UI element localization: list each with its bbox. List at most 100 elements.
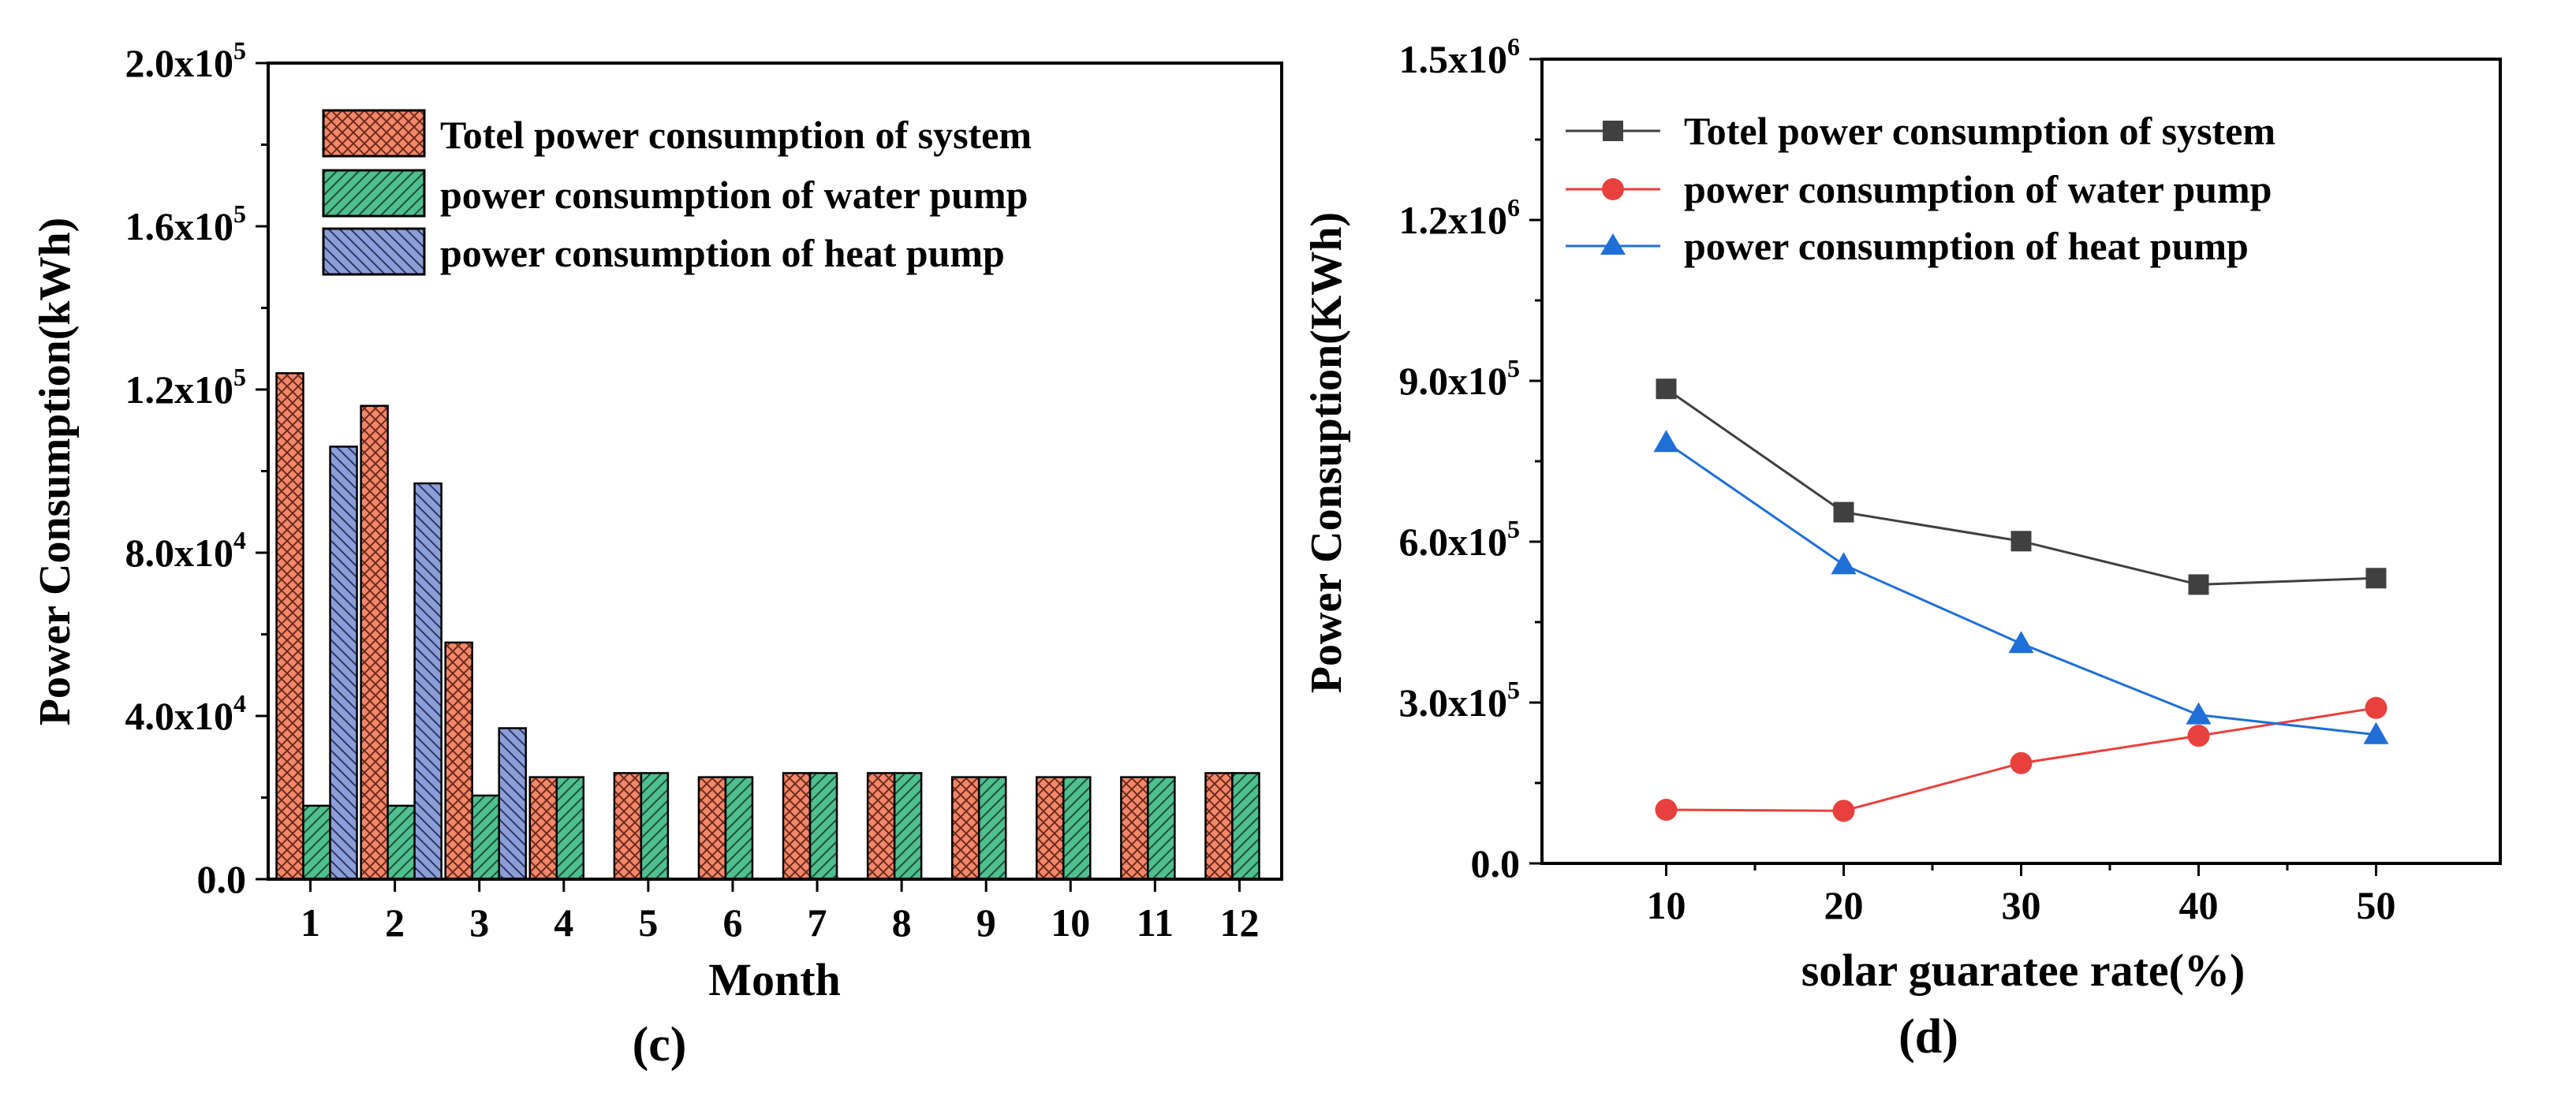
x-tick-label: 4 — [554, 900, 573, 945]
bar-system-month-1 — [275, 372, 304, 881]
y-tick-label: 4.0x104 — [125, 689, 247, 738]
bar-water-pump-month-6 — [724, 776, 754, 881]
bar-heat-pump-month-2 — [413, 482, 442, 881]
y-tick-label: 0.0 — [1471, 841, 1521, 885]
legend-label-system: Totel power consumption of system — [440, 113, 1032, 157]
legend-marker-system — [1603, 121, 1623, 141]
x-tick-label: 3 — [469, 900, 489, 945]
legend-swatch-heat-pump — [322, 227, 426, 276]
bar-system-month-11 — [1120, 776, 1149, 881]
bar-system-month-6 — [697, 776, 727, 881]
x-tick-label: 7 — [808, 900, 827, 945]
x-tick-label: 50 — [2357, 883, 2396, 927]
x-tick-label: 5 — [638, 900, 658, 945]
point-water-pump-x-10 — [1655, 799, 1678, 821]
point-system-x-40 — [2188, 574, 2209, 595]
bar-water-pump-month-3 — [471, 794, 500, 881]
point-heat-pump-x-40 — [2186, 702, 2212, 725]
y-tick-label: 6.0x105 — [1399, 515, 1521, 564]
x-tick-label: 40 — [2179, 883, 2219, 927]
bar-system-month-3 — [444, 641, 473, 881]
bar-chart-x-axis: 1 2 3 4 5 6 7 8 9 10 11 12 — [301, 879, 1259, 945]
legend-label-water-pump: power consumption of water pump — [1684, 167, 2272, 211]
x-tick-label: 1 — [301, 900, 320, 945]
point-heat-pump-x-30 — [2008, 631, 2034, 654]
point-water-pump-x-30 — [2010, 751, 2033, 774]
bar-chart-panel: 1 2 3 4 5 6 7 8 9 10 11 12 0.04.0x1048.0x1041.2x105… — [31, 36, 1283, 1072]
point-heat-pump-x-10 — [1653, 430, 1679, 453]
legend-swatch-water-pump — [322, 169, 426, 218]
y-tick-label: 8.0x104 — [125, 526, 247, 575]
line-chart-y-axis-title: Power Consuption(KWh) — [1302, 212, 1351, 693]
bar-water-pump-month-10 — [1062, 776, 1092, 881]
point-heat-pump-x-20 — [1831, 552, 1857, 575]
x-tick-label: 20 — [1824, 883, 1864, 927]
point-water-pump-x-40 — [2187, 725, 2210, 747]
bar-system-month-5 — [613, 772, 643, 881]
bar-chart-y-axis-title: Power Consumption(kWh) — [31, 218, 80, 726]
point-system-x-20 — [1833, 501, 1854, 523]
line-chart-x-axis: 10 20 30 40 50 — [1647, 863, 2396, 927]
legend-swatch-system — [322, 109, 426, 158]
bar-water-pump-month-8 — [893, 772, 923, 881]
x-tick-label: 9 — [976, 900, 996, 945]
bar-water-pump-month-5 — [640, 772, 670, 881]
point-heat-pump-x-50 — [2363, 721, 2389, 744]
bar-system-month-7 — [782, 772, 812, 881]
x-tick-label: 6 — [722, 900, 742, 945]
x-tick-label: 8 — [892, 900, 912, 945]
y-tick-label: 9.0x105 — [1399, 354, 1521, 403]
bar-system-month-2 — [360, 404, 389, 881]
y-tick-label: 1.2x105 — [125, 363, 247, 412]
bar-water-pump-month-4 — [555, 776, 585, 881]
y-tick-label: 1.5x106 — [1399, 32, 1521, 81]
bar-chart-panel-label: (c) — [633, 1018, 687, 1072]
line-series-group — [1653, 378, 2389, 822]
x-tick-label: 10 — [1647, 883, 1686, 927]
bar-system-month-4 — [528, 776, 558, 881]
legend-marker-heat-pump — [1600, 233, 1626, 255]
x-tick-label: 10 — [1051, 900, 1090, 945]
x-tick-label: 11 — [1137, 900, 1174, 945]
legend-label-water-pump: power consumption of water pump — [440, 173, 1028, 217]
bar-heat-pump-month-3 — [498, 727, 527, 881]
series-line-system — [1665, 387, 2376, 586]
y-tick-label: 2.0x105 — [125, 36, 247, 85]
bar-chart-legend: Totel power consumption of system power … — [322, 109, 1032, 276]
line-chart-x-axis-title: solar guaratee rate(%) — [1801, 945, 2246, 996]
legend-marker-water-pump — [1602, 178, 1624, 200]
bar-water-pump-month-7 — [808, 772, 838, 881]
bar-water-pump-month-1 — [302, 804, 331, 881]
y-tick-label: 1.6x105 — [125, 199, 247, 248]
line-chart-panel: 10 20 30 40 50 0.0 3.0x105 6.0x105 9.0x105 1.2x1… — [1302, 32, 2502, 1064]
bar-system-month-10 — [1036, 776, 1065, 881]
legend-label-heat-pump: power consumption of heat pump — [1684, 224, 2249, 268]
legend-label-system: Totel power consumption of system — [1684, 109, 2275, 153]
bar-water-pump-month-2 — [386, 804, 416, 881]
series-line-heat-pump — [1665, 441, 2376, 736]
point-system-x-50 — [2365, 568, 2387, 589]
bar-chart-y-axis: 0.0 4.0x104 8.0x104 1.2x105 1.6x105 2.0x105 — [125, 36, 268, 901]
bar-water-pump-month-11 — [1147, 776, 1176, 881]
bar-system-month-12 — [1204, 772, 1234, 881]
x-tick-label: 30 — [2002, 883, 2041, 927]
bar-water-pump-month-9 — [977, 776, 1007, 881]
bar-chart-x-axis-title: Month — [708, 954, 841, 1005]
x-tick-label: 12 — [1219, 900, 1259, 945]
line-chart-legend: Totel power consumption of system power … — [1566, 109, 2275, 268]
point-system-x-10 — [1656, 378, 1677, 400]
line-chart-y-axis: 0.0 3.0x105 6.0x105 9.0x105 1.2x106 1.5x106 — [1399, 32, 1542, 885]
bar-system-month-8 — [866, 772, 896, 881]
point-water-pump-x-50 — [2365, 696, 2387, 719]
point-water-pump-x-20 — [1832, 800, 1855, 822]
point-system-x-30 — [2010, 531, 2032, 552]
bar-water-pump-month-12 — [1231, 772, 1260, 881]
bar-system-month-9 — [950, 776, 980, 881]
legend-label-heat-pump: power consumption of heat pump — [440, 231, 1005, 275]
bar-heat-pump-month-1 — [329, 445, 358, 881]
y-tick-label: 0.0 — [197, 857, 247, 901]
bar-series-group — [275, 372, 1260, 881]
y-tick-label: 1.2x106 — [1399, 193, 1521, 242]
y-tick-label: 3.0x105 — [1399, 676, 1521, 725]
